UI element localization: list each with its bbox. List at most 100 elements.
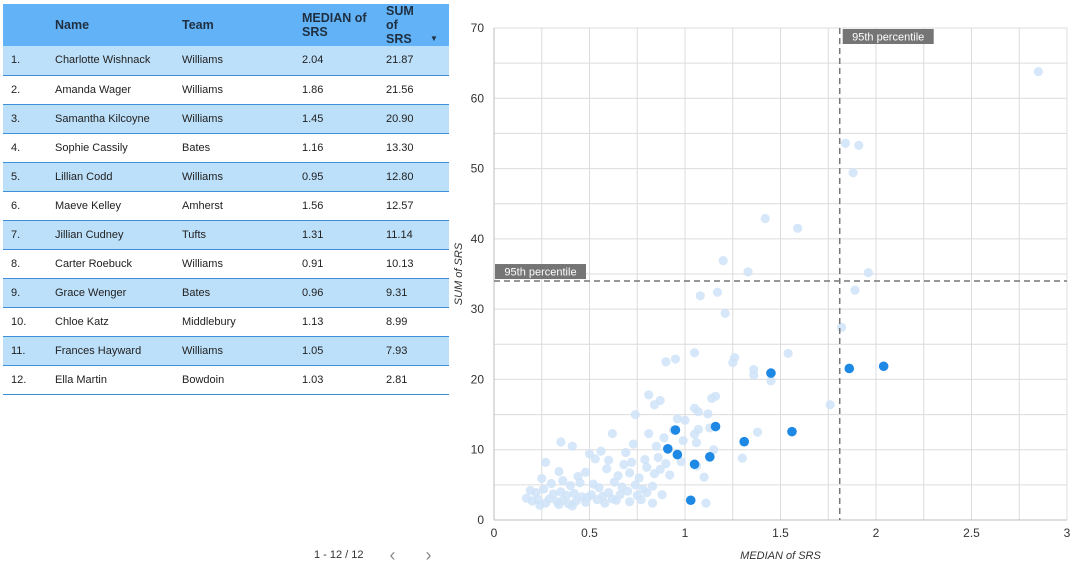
background-point[interactable]	[837, 322, 847, 333]
background-point[interactable]	[609, 477, 619, 487]
background-point[interactable]	[655, 464, 665, 474]
background-point[interactable]	[691, 438, 702, 448]
background-point[interactable]	[854, 140, 864, 150]
background-point[interactable]	[676, 457, 686, 467]
sort-descending-icon[interactable]: ▼	[430, 34, 438, 43]
background-point[interactable]	[749, 370, 759, 380]
background-point[interactable]	[537, 473, 547, 484]
background-point[interactable]	[554, 466, 564, 477]
background-point[interactable]	[567, 501, 577, 511]
background-point[interactable]	[840, 138, 851, 148]
background-point[interactable]	[712, 287, 723, 297]
background-point[interactable]	[689, 348, 700, 358]
background-point[interactable]	[590, 454, 600, 464]
table-row[interactable]: 10. Chloe Katz Middlebury 1.13 8.99	[3, 307, 449, 336]
background-point[interactable]	[695, 291, 705, 301]
table-row[interactable]: 5. Lillian Codd Williams 0.95 12.80	[3, 162, 449, 191]
background-point[interactable]	[709, 445, 719, 455]
background-point[interactable]	[752, 427, 763, 437]
table-row[interactable]: 1. Charlotte Wishnack Williams 2.04 21.87	[3, 46, 449, 75]
background-point[interactable]	[670, 354, 681, 364]
background-point[interactable]	[554, 499, 564, 510]
background-point[interactable]	[718, 256, 728, 266]
background-point[interactable]	[783, 348, 793, 359]
background-point[interactable]	[661, 459, 671, 469]
background-point[interactable]	[863, 267, 873, 278]
column-header-median[interactable]: MEDIAN of SRS	[302, 4, 386, 46]
background-point[interactable]	[825, 400, 835, 410]
background-point[interactable]	[567, 441, 577, 451]
background-point[interactable]	[604, 455, 614, 465]
background-point[interactable]	[701, 498, 711, 508]
background-point[interactable]	[640, 454, 650, 465]
background-point[interactable]	[625, 497, 635, 507]
highlighted-point[interactable]	[670, 425, 681, 435]
background-point[interactable]	[569, 488, 579, 498]
background-point[interactable]	[720, 308, 730, 318]
background-point[interactable]	[647, 481, 658, 491]
background-point[interactable]	[628, 439, 639, 449]
background-point[interactable]	[619, 459, 629, 470]
background-point[interactable]	[793, 223, 803, 233]
table-row[interactable]: 9. Grace Wenger Bates 0.96 9.31	[3, 278, 449, 307]
background-point[interactable]	[699, 472, 709, 482]
highlighted-point[interactable]	[685, 495, 696, 506]
background-point[interactable]	[642, 462, 652, 472]
highlighted-point[interactable]	[878, 361, 889, 372]
background-point[interactable]	[582, 492, 593, 503]
table-row[interactable]: 3. Samantha Kilcoyne Williams 1.45 20.90	[3, 104, 449, 133]
highlighted-point[interactable]	[766, 368, 776, 378]
background-point[interactable]	[689, 429, 700, 439]
highlighted-point[interactable]	[705, 452, 715, 462]
background-point[interactable]	[651, 441, 661, 451]
chevron-left-icon[interactable]: ‹	[389, 545, 396, 565]
background-point[interactable]	[540, 457, 551, 467]
background-point[interactable]	[657, 490, 667, 500]
background-point[interactable]	[850, 285, 860, 295]
column-header-sum[interactable]: SUM of SRS ▼	[386, 4, 449, 46]
background-point[interactable]	[703, 409, 713, 419]
background-point[interactable]	[743, 267, 753, 277]
background-point[interactable]	[626, 457, 637, 467]
background-point[interactable]	[659, 433, 669, 443]
highlighted-point[interactable]	[739, 436, 750, 447]
background-point[interactable]	[602, 464, 612, 474]
background-point[interactable]	[544, 494, 554, 504]
background-point[interactable]	[558, 476, 568, 486]
background-point[interactable]	[634, 473, 644, 483]
background-point[interactable]	[630, 480, 640, 490]
background-point[interactable]	[672, 414, 682, 424]
column-header-team[interactable]: Team	[182, 18, 214, 32]
background-point[interactable]	[607, 428, 618, 439]
background-point[interactable]	[531, 487, 541, 498]
background-point[interactable]	[596, 446, 606, 456]
background-point[interactable]	[546, 478, 556, 489]
table-row[interactable]: 8. Carter Roebuck Williams 0.91 10.13	[3, 249, 449, 278]
background-point[interactable]	[647, 498, 658, 508]
highlighted-point[interactable]	[844, 363, 855, 374]
background-point[interactable]	[644, 428, 654, 439]
highlighted-point[interactable]	[672, 449, 683, 460]
highlighted-point[interactable]	[787, 426, 797, 437]
background-point[interactable]	[594, 483, 604, 493]
background-point[interactable]	[760, 213, 770, 224]
table-row[interactable]: 7. Jillian Cudney Tufts 1.31 11.14	[3, 220, 449, 249]
background-point[interactable]	[707, 393, 717, 404]
background-point[interactable]	[728, 357, 738, 368]
background-point[interactable]	[678, 435, 688, 446]
background-point[interactable]	[621, 447, 631, 458]
table-row[interactable]: 2. Amanda Wager Williams 1.86 21.56	[3, 75, 449, 104]
highlighted-point[interactable]	[663, 444, 673, 454]
background-point[interactable]	[680, 415, 690, 425]
table-row[interactable]: 12. Ella Martin Bowdoin 1.03 2.81	[3, 365, 449, 394]
background-point[interactable]	[535, 500, 545, 510]
chevron-right-icon[interactable]: ›	[425, 545, 432, 565]
table-row[interactable]: 4. Sophie Cassily Bates 1.16 13.30	[3, 133, 449, 162]
background-point[interactable]	[649, 400, 660, 410]
background-point[interactable]	[636, 495, 646, 505]
background-point[interactable]	[766, 376, 776, 386]
background-point[interactable]	[665, 470, 675, 480]
background-point[interactable]	[565, 480, 576, 491]
table-row[interactable]: 11. Frances Hayward Williams 1.05 7.93	[3, 336, 449, 365]
background-point[interactable]	[623, 486, 633, 496]
